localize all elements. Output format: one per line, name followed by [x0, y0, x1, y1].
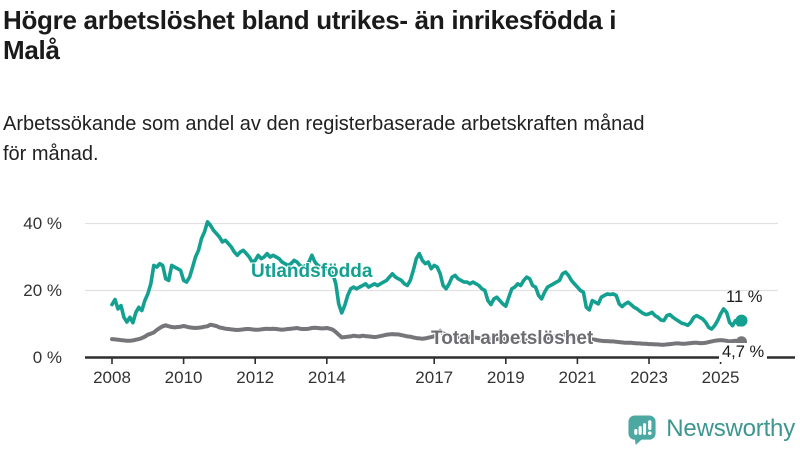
- series-line-utlandsfodda: [110, 220, 744, 331]
- end-value-label-total: 4,7 %: [719, 343, 768, 362]
- x-tick-label-2017: 2017: [415, 368, 453, 387]
- y-tick-label-0: 0 %: [33, 348, 62, 367]
- x-tick-label-2008: 2008: [93, 368, 131, 387]
- series-line-total: [110, 322, 744, 347]
- y-tick-label-20: 20 %: [23, 281, 62, 300]
- x-tick-label-2025: 2025: [702, 368, 740, 387]
- x-tick-label-2010: 2010: [165, 368, 203, 387]
- x-tick-label-2014: 2014: [308, 368, 346, 387]
- end-dot-utlandsfodda: [735, 314, 748, 327]
- x-tick-label-2019: 2019: [487, 368, 525, 387]
- page-title-line2: Malå: [3, 35, 60, 65]
- series-label-utlandsfodda: Utlandsfödda: [251, 261, 373, 282]
- y-tick-label-40: 40 %: [23, 214, 62, 233]
- newsworthy-logo[interactable]: Newsworthy: [627, 412, 795, 446]
- chart-subtitle-line2: för månad.: [3, 143, 99, 165]
- page-title-line1: Högre arbetslöshet bland utrikes- än inr…: [3, 5, 617, 35]
- end-value-label-utlandsfodda: 11 %: [726, 288, 763, 306]
- chart-subtitle-line1: Arbetssökande som andel av den registerb…: [3, 113, 645, 135]
- page-title: Högre arbetslöshet bland utrikes- än inr…: [3, 5, 763, 65]
- series-label-total-arbetsloshet: Total arbetslöshet: [431, 328, 594, 349]
- x-tick-label-2012: 2012: [236, 368, 274, 387]
- newsworthy-bubble-chart-icon: [628, 414, 656, 445]
- chart-subtitle: Arbetssökande som andel av den registerb…: [3, 109, 793, 169]
- x-tick-label-2023: 2023: [630, 368, 668, 387]
- x-tick-label-2021: 2021: [558, 368, 596, 387]
- newsworthy-logo-text: Newsworthy: [666, 415, 795, 442]
